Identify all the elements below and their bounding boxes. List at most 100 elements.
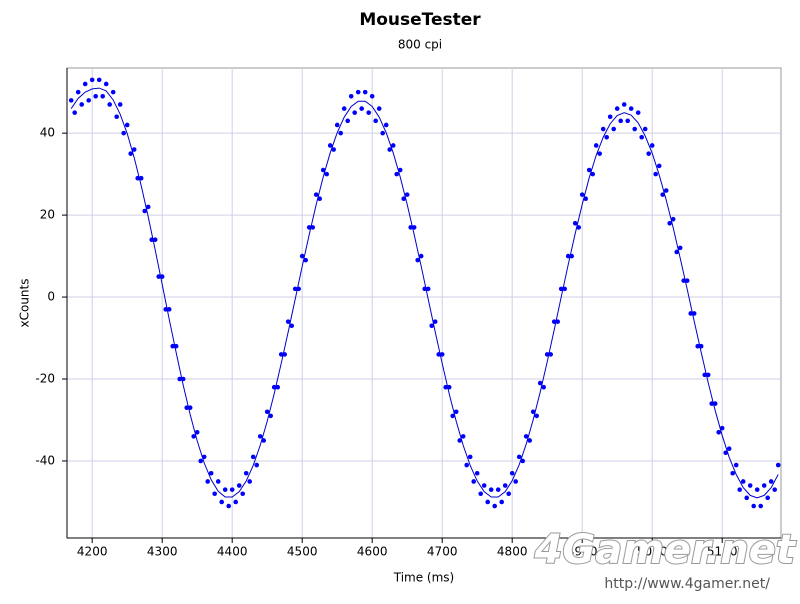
data-point	[474, 470, 480, 476]
data-point	[75, 89, 81, 95]
data-point	[509, 470, 515, 476]
watermark-logo: 4Gamer.net	[534, 527, 797, 573]
data-point	[639, 134, 644, 140]
data-point	[460, 434, 466, 439]
data-point	[397, 167, 403, 173]
data-point	[338, 130, 344, 136]
data-point	[576, 225, 581, 230]
data-point	[285, 319, 291, 324]
y-tick-label: 40	[40, 126, 55, 140]
data-point	[775, 462, 781, 468]
data-point	[152, 237, 158, 242]
x-tick-label: 4800	[497, 545, 528, 559]
data-point	[250, 454, 256, 460]
data-point	[530, 409, 536, 415]
data-point	[541, 384, 546, 390]
data-point	[488, 487, 494, 492]
data-point	[404, 192, 410, 197]
x-tick-label: 4600	[357, 545, 388, 559]
data-point	[72, 110, 77, 115]
data-point	[670, 216, 676, 222]
grid	[67, 68, 781, 538]
watermark-url: http://www.4gamer.net/	[604, 576, 770, 592]
data-point	[345, 118, 351, 124]
data-point	[261, 438, 267, 443]
data-point	[369, 93, 375, 99]
data-point	[537, 380, 543, 386]
data-point	[439, 352, 445, 357]
data-point	[117, 102, 123, 107]
data-point	[502, 483, 508, 488]
data-point	[684, 278, 690, 283]
data-point	[471, 479, 477, 484]
data-point	[170, 343, 175, 349]
data-point	[740, 479, 746, 484]
y-tick-label: -20	[35, 372, 55, 386]
data-point	[628, 106, 634, 111]
plot-area	[66, 67, 782, 539]
data-point	[93, 93, 98, 99]
data-point	[733, 462, 739, 468]
data-point	[334, 122, 340, 128]
data-point	[313, 192, 319, 197]
data-point	[590, 171, 595, 177]
data-point	[324, 171, 330, 177]
data-point	[100, 93, 105, 99]
data-point	[131, 147, 137, 152]
data-point	[268, 413, 274, 419]
data-point	[355, 89, 361, 95]
data-point	[128, 151, 133, 156]
marks	[68, 77, 781, 509]
data-point	[719, 425, 725, 431]
data-point	[205, 479, 210, 484]
data-point	[233, 499, 238, 505]
data-point	[236, 483, 242, 488]
data-point	[716, 429, 721, 435]
y-tick-label: -40	[35, 453, 55, 467]
data-point	[625, 118, 630, 124]
data-point	[278, 352, 284, 357]
data-point	[443, 384, 449, 390]
x-tick-label: 4500	[287, 545, 318, 559]
data-point	[695, 343, 700, 349]
data-point	[114, 114, 119, 120]
data-point	[376, 106, 382, 111]
data-point	[289, 323, 295, 329]
data-point	[156, 274, 161, 279]
data-point	[565, 253, 571, 259]
chart-subtitle: 800 cpi	[398, 38, 442, 52]
data-point	[166, 307, 172, 312]
data-point	[768, 479, 774, 484]
data-point	[758, 503, 763, 509]
data-point	[303, 257, 309, 263]
data-point	[611, 126, 616, 132]
series-line	[70, 87, 779, 499]
data-point	[751, 503, 756, 509]
data-point	[254, 462, 259, 468]
x-tick-label: 4900	[567, 545, 598, 559]
data-point	[765, 495, 770, 501]
data-point	[772, 487, 777, 492]
data-point	[243, 470, 249, 476]
data-point	[527, 438, 532, 443]
data-point	[534, 413, 539, 419]
data-point	[660, 192, 665, 197]
x-tick-label: 4300	[147, 545, 178, 559]
data-point	[247, 479, 252, 484]
data-point	[394, 171, 400, 177]
data-point	[415, 257, 421, 263]
data-point	[457, 438, 463, 443]
data-point	[495, 487, 501, 492]
data-point	[359, 106, 365, 111]
data-point	[579, 192, 585, 197]
data-point	[586, 167, 592, 173]
data-point	[86, 98, 91, 103]
data-point	[215, 479, 221, 484]
data-point	[264, 409, 270, 415]
data-point	[726, 446, 732, 451]
data-point	[723, 450, 728, 456]
data-point	[674, 249, 679, 255]
data-point	[513, 479, 518, 484]
data-point	[110, 89, 116, 95]
